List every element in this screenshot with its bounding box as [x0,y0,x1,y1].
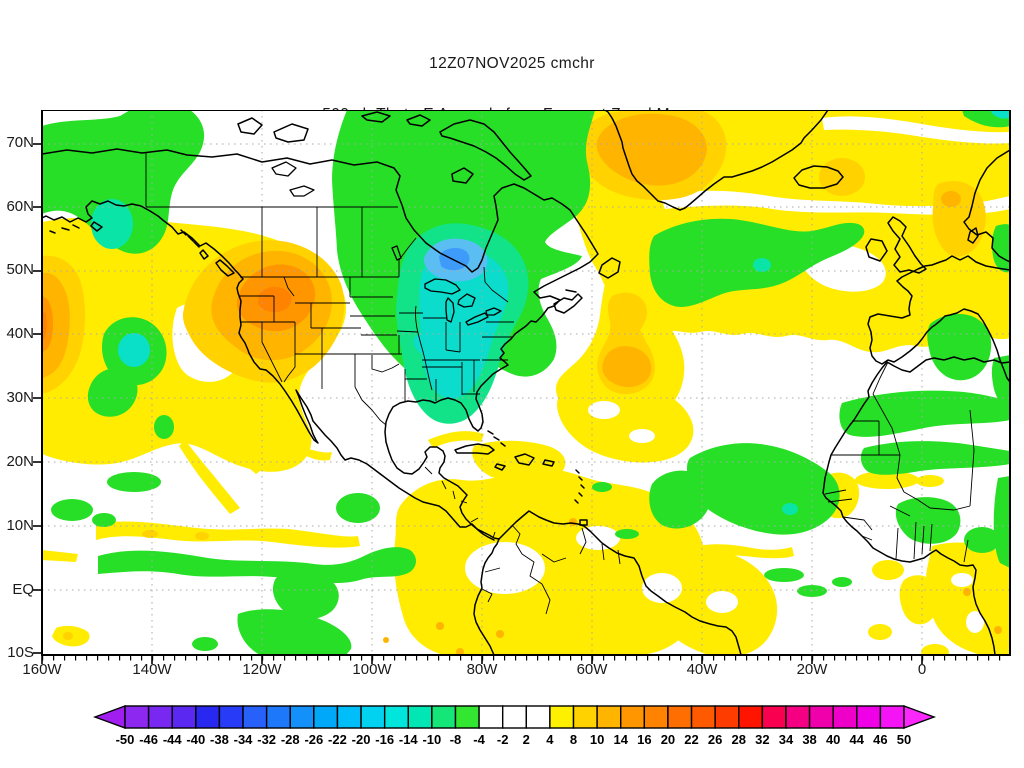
colorbar-tick-label--40: -40 [186,732,205,747]
colorbar-cell-40-to-44 [833,706,857,728]
colorbar-tick-label-2: 2 [523,732,530,747]
colorbar-cell-46-to-50 [880,706,904,728]
colorbar: -50-46-44-40-38-34-32-28-26-22-20-16-14-… [80,702,944,752]
colorbar-arrow-right [904,706,934,728]
colorbar-cell--50-to--46 [125,706,149,728]
colorbar-tick-label-34: 34 [779,732,794,747]
x-tick-label-100W: 100W [340,661,404,679]
colorbar-cell--34-to--32 [243,706,267,728]
colorbar-tick-label-10: 10 [590,732,604,747]
colorbar-tick-label--50: -50 [116,732,135,747]
y-tick-label-EQ: EQ [0,581,34,599]
y-tick-label-70N: 70N [0,134,34,152]
colorbar-tick-label-8: 8 [570,732,577,747]
colorbar-cell-4-to-8 [550,706,574,728]
colorbar-tick-label-40: 40 [826,732,840,747]
x-tick-label-20W: 20W [780,661,844,679]
colorbar-cell-16-to-20 [644,706,668,728]
colorbar-cell--26-to--22 [314,706,338,728]
y-tick-label-20N: 20N [0,453,34,471]
colorbar-tick-label-4: 4 [546,732,554,747]
colorbar-cell-26-to-28 [715,706,739,728]
colorbar-tick-label-44: 44 [850,732,865,747]
colorbar-cell--4-to--2 [479,706,503,728]
y-tick-label-10N: 10N [0,517,34,535]
colorbar-cell--22-to--20 [337,706,361,728]
map-svg [32,110,1012,666]
colorbar-cell--28-to--26 [290,706,314,728]
colorbar-tick-label--38: -38 [210,732,229,747]
colorbar-cell-10-to-14 [597,706,621,728]
colorbar-cell--38-to--34 [219,706,243,728]
colorbar-cell--2-to-2 [503,706,527,728]
y-tick-label-30N: 30N [0,389,34,407]
colorbar-cell-44-to-46 [857,706,881,728]
colorbar-tick-label-20: 20 [661,732,675,747]
colorbar-tick-label--46: -46 [139,732,158,747]
colorbar-cell-32-to-34 [762,706,786,728]
colorbar-tick-label--8: -8 [450,732,462,747]
map-figure [32,110,1012,666]
colorbar-tick-label-16: 16 [637,732,651,747]
colorbar-cell--14-to--10 [408,706,432,728]
colorbar-tick-label--44: -44 [163,732,183,747]
colorbar-tick-label--32: -32 [257,732,276,747]
colorbar-tick-label-50: 50 [897,732,911,747]
x-tick-label-120W: 120W [230,661,294,679]
colorbar-tick-label--34: -34 [234,732,254,747]
colorbar-tick-label--26: -26 [304,732,323,747]
colorbar-cell-14-to-16 [621,706,645,728]
colorbar-tick-label--4: -4 [473,732,485,747]
colorbar-cell--20-to--16 [361,706,385,728]
colorbar-tick-label--22: -22 [328,732,347,747]
y-tick-label-10S: 10S [0,644,34,662]
x-tick-label-60W: 60W [560,661,624,679]
colorbar-cell--46-to--44 [149,706,173,728]
x-tick-label-80W: 80W [450,661,514,679]
colorbar-cell-20-to-22 [668,706,692,728]
colorbar-tick-label-26: 26 [708,732,722,747]
colorbar-tick-label-38: 38 [802,732,816,747]
colorbar-cell--32-to--28 [267,706,291,728]
colorbar-tick-label--2: -2 [497,732,509,747]
colorbar-tick-label-22: 22 [684,732,698,747]
colorbar-tick-label--20: -20 [352,732,371,747]
colorbar-tick-label-32: 32 [755,732,769,747]
colorbar-tick-label--28: -28 [281,732,300,747]
colorbar-arrow-left [95,706,125,728]
colorbar-cell-22-to-26 [692,706,716,728]
colorbar-tick-label--14: -14 [399,732,419,747]
x-tick-label-160W: 160W [10,661,74,679]
x-tick-label-40W: 40W [670,661,734,679]
colorbar-tick-label--16: -16 [375,732,394,747]
y-tick-label-40N: 40N [0,325,34,343]
colorbar-cell--44-to--40 [172,706,196,728]
colorbar-cell--16-to--14 [385,706,409,728]
y-tick-label-60N: 60N [0,198,34,216]
colorbar-cell-8-to-10 [574,706,598,728]
colorbar-cell-38-to-40 [810,706,834,728]
colorbar-tick-label-14: 14 [613,732,628,747]
colorbar-tick-label--10: -10 [422,732,441,747]
colorbar-cell-2-to-4 [526,706,550,728]
colorbar-cell--8-to--4 [455,706,479,728]
colorbar-cell-28-to-32 [739,706,763,728]
colorbar-cell-34-to-38 [786,706,810,728]
colorbar-tick-label-28: 28 [732,732,746,747]
colorbar-cell--40-to--38 [196,706,220,728]
colorbar-cell--10-to--8 [432,706,456,728]
title-line-init: 12Z07NOV2025 cmchr [0,55,1024,72]
y-tick-label-50N: 50N [0,261,34,279]
x-tick-label-140W: 140W [120,661,184,679]
grads-weather-chart-page: { "title": { "line1": "12Z07NOV2025 cmch… [0,0,1024,768]
colorbar-tick-label-46: 46 [873,732,887,747]
x-tick-label-0: 0 [890,661,954,679]
